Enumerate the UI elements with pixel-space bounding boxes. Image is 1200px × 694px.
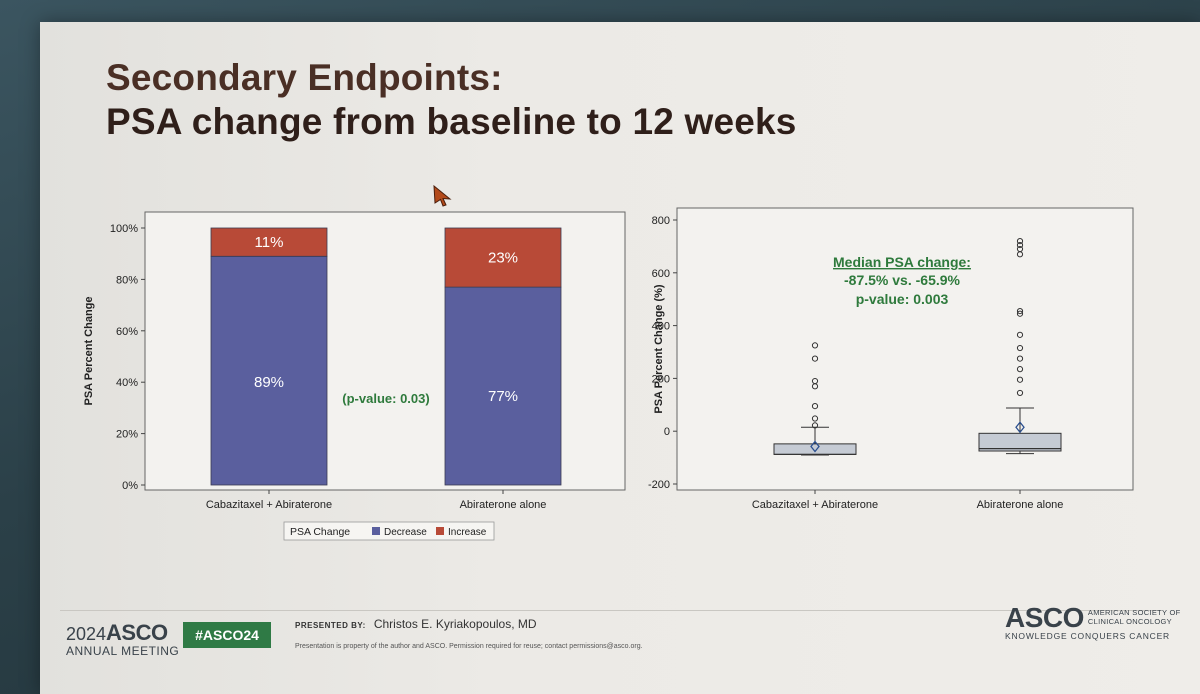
mouse-pointer-icon (433, 185, 452, 207)
bar-increase-2 (444, 227, 562, 288)
org-name-line1: AMERICAN SOCIETY OF (1087, 608, 1181, 617)
org-asco: ASCO (1005, 602, 1084, 633)
bar-y-tick-label: 80% (116, 274, 138, 286)
bar-data-label: 23% (488, 250, 518, 267)
bar-x-tick-label: Cabazitaxel + Abiraterone (206, 499, 332, 511)
legend-swatch-increase (436, 527, 444, 535)
box-outlier-point (811, 342, 819, 349)
slide: Secondary Endpoints: PSA change from bas… (40, 22, 1200, 694)
bar-y-tick-label: 0% (122, 480, 138, 492)
bar-decrease-2 (444, 286, 562, 486)
box-outlier-point (1016, 389, 1024, 397)
bar-x-tick-label: Abiraterone alone (460, 499, 547, 511)
median-annotation-heading: Median PSA change: (833, 254, 971, 270)
box-y-tick-label: -200 (648, 479, 670, 491)
meeting-asco: ASCO (106, 620, 168, 645)
bar-data-label: 11% (255, 234, 284, 251)
box-iqr-2 (978, 432, 1062, 452)
box-y-tick-label: 600 (652, 268, 670, 280)
box-chart-frame (676, 207, 1134, 491)
bar-decrease-1 (210, 255, 328, 486)
bar-y-tick-label: 100% (110, 223, 138, 235)
bar-y-tick-label: 20% (116, 429, 138, 441)
presented-by-label: PRESENTED BY: (295, 621, 366, 630)
box-x-tick-label: Abiraterone alone (977, 499, 1064, 511)
box-outlier-point (1016, 238, 1024, 245)
bar-increase-1 (210, 227, 328, 257)
box-outlier-point (811, 403, 819, 410)
org-tagline: KNOWLEDGE CONQUERS CANCER (1005, 631, 1170, 641)
box-outlier-point (1016, 344, 1024, 352)
bar-p-value-annotation: (p-value: 0.03) (342, 391, 429, 406)
box-outlier-point (811, 377, 819, 385)
box-outlier-point (1016, 307, 1024, 315)
box-outlier-point (1016, 376, 1024, 383)
box-y-tick-label: 0 (664, 426, 670, 438)
meeting-year: 2024 (66, 624, 107, 644)
presenter-line: PRESENTED BY: Christos E. Kyriakopoulos, … (295, 617, 537, 631)
box-mean-marker (1015, 421, 1025, 434)
legend-box (283, 521, 495, 541)
title-line-1: Secondary Endpoints: (106, 57, 503, 98)
disclaimer-text: Presentation is property of the author a… (295, 643, 643, 650)
box-outlier-point (811, 355, 819, 362)
box-mean-marker (810, 440, 820, 453)
org-name: AMERICAN SOCIETY OF CLINICAL ONCOLOGY (1088, 608, 1181, 626)
bar-data-label: 77% (488, 388, 518, 405)
box-outlier-point (1016, 355, 1024, 362)
asco-org-logo: ASCO AMERICAN SOCIETY OF CLINICAL ONCOLOGY… (1005, 602, 1181, 641)
box-y-tick-label: 200 (652, 373, 670, 385)
box-outlier-point (1016, 241, 1024, 249)
meeting-logo: 2024ASCO ANNUAL MEETING (66, 620, 179, 658)
box-y-tick-label: 800 (652, 215, 670, 227)
box-outlier-point (1016, 245, 1024, 253)
box-outlier-point (1016, 331, 1024, 338)
hashtag-badge: #ASCO24 (183, 622, 271, 648)
median-annotation-values: -87.5% vs. -65.9% (844, 272, 961, 288)
legend-swatch-decrease (372, 527, 380, 535)
median-annotation-p-value: p-value: 0.003 (856, 291, 949, 307)
bar-y-axis-label: PSA Percent Change (83, 296, 95, 405)
presenter-name: Christos E. Kyriakopoulos, MD (373, 617, 537, 631)
box-outlier-point (811, 415, 819, 422)
bar-y-tick-label: 40% (116, 377, 138, 389)
bar-data-label: 89% (254, 374, 284, 391)
box-outlier-point (1016, 310, 1024, 317)
title-line-2: PSA change from baseline to 12 weeks (106, 101, 797, 142)
box-x-tick-label: Cabazitaxel + Abiraterone (752, 499, 878, 511)
charts-canvas: 0% 20% 40% 60% 80% 100% PSA Percent Change 89% 1… (83, 207, 1134, 541)
slide-title: Secondary Endpoints: PSA change from bas… (106, 56, 797, 144)
bar-y-tick-label: 60% (116, 326, 138, 338)
box-outlier-point (1016, 366, 1024, 373)
box-y-tick-label: 400 (652, 321, 670, 333)
meeting-label: ANNUAL MEETING (66, 644, 180, 658)
legend-entry-decrease: Decrease (384, 527, 427, 538)
box-y-axis-label: PSA Percent Change (%) (653, 284, 665, 414)
box-iqr-1 (773, 443, 857, 455)
footer-divider (60, 610, 1160, 611)
legend-entry-increase: Increase (448, 527, 487, 538)
legend-title: PSA Change (290, 526, 350, 538)
org-name-line2: CLINICAL ONCOLOGY (1087, 617, 1172, 626)
box-outlier-point (811, 422, 819, 429)
